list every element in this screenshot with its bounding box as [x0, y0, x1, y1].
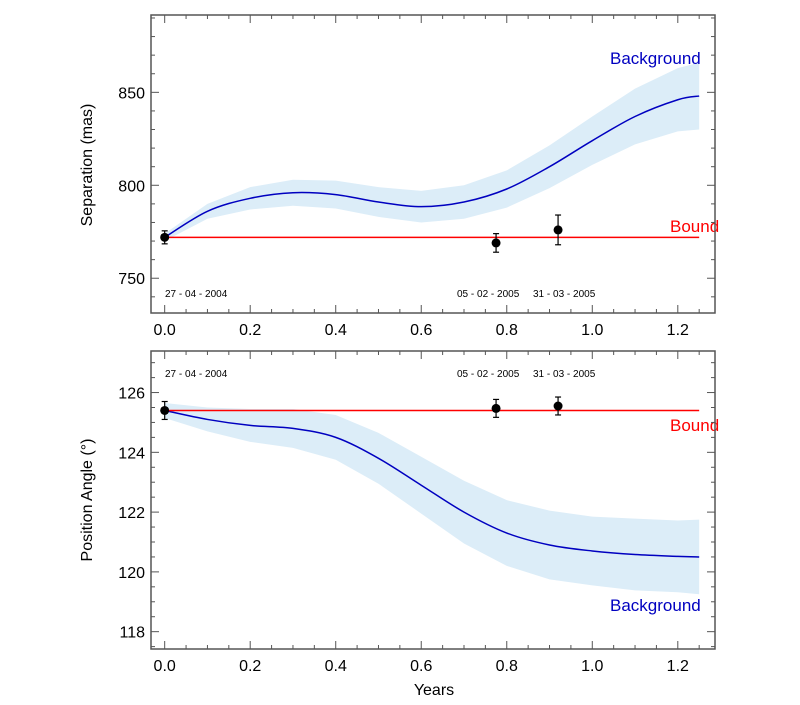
- x-tick-label: 0.6: [410, 658, 432, 675]
- x-axis-label: Years: [414, 682, 454, 699]
- y-axis-label: Position Angle (°): [79, 439, 96, 562]
- date-label: 27 - 04 - 2004: [165, 289, 228, 300]
- uncertainty-band: [164, 403, 700, 595]
- data-point: [491, 238, 501, 248]
- x-tick-label: 0.2: [239, 322, 261, 339]
- y-axis-label: Separation (mas): [79, 104, 96, 227]
- data-point: [553, 401, 563, 411]
- data-point: [160, 405, 170, 415]
- y-tick-label: 126: [118, 386, 145, 403]
- x-tick-label: 1.0: [581, 658, 603, 675]
- background-curve: [164, 95, 700, 238]
- bound-label: Bound: [670, 217, 719, 236]
- x-tick-label: 0.4: [325, 658, 347, 675]
- data-point: [553, 225, 563, 235]
- panel-separation: Background Bound 27 - 04 - 2004 05 - 02 - 2…: [79, 14, 719, 339]
- x-tick-label: 0.0: [154, 658, 176, 675]
- background-label: Background: [610, 49, 701, 68]
- bound-label: Bound: [670, 416, 719, 435]
- y-tick-label: 800: [118, 178, 145, 195]
- x-tick-label: 0.8: [496, 322, 518, 339]
- y-tick-label: 120: [118, 565, 145, 582]
- date-label: 27 - 04 - 2004: [165, 369, 228, 380]
- background-curve: [164, 409, 700, 558]
- plot-frame: [150, 14, 716, 314]
- y-tick-label: 122: [118, 505, 145, 522]
- x-tick-label: 0.2: [239, 658, 261, 675]
- x-tick-label: 1.2: [667, 322, 689, 339]
- x-tick-label: 1.2: [667, 658, 689, 675]
- panel-position-angle: Background Bound 27 - 04 - 2004 05 - 02 - 2…: [79, 350, 719, 699]
- y-tick-label: 750: [118, 271, 145, 288]
- plot-frame: [150, 350, 716, 650]
- x-tick-label: 0.8: [496, 658, 518, 675]
- x-tick-label: 0.0: [154, 322, 176, 339]
- x-tick-label: 1.0: [581, 322, 603, 339]
- y-tick-label: 850: [118, 85, 145, 102]
- data-point: [491, 403, 501, 413]
- y-tick-label: 118: [119, 625, 145, 642]
- y-tick-label: 124: [118, 445, 145, 462]
- date-label: 05 - 02 - 2005: [457, 369, 520, 380]
- background-label: Background: [610, 596, 701, 615]
- date-label: 05 - 02 - 2005: [457, 289, 520, 300]
- data-point: [160, 232, 170, 242]
- x-tick-label: 0.6: [410, 322, 432, 339]
- uncertainty-band: [164, 62, 700, 242]
- date-label: 31 - 03 - 2005: [533, 369, 596, 380]
- x-tick-label: 0.4: [325, 322, 347, 339]
- date-label: 31 - 03 - 2005: [533, 289, 596, 300]
